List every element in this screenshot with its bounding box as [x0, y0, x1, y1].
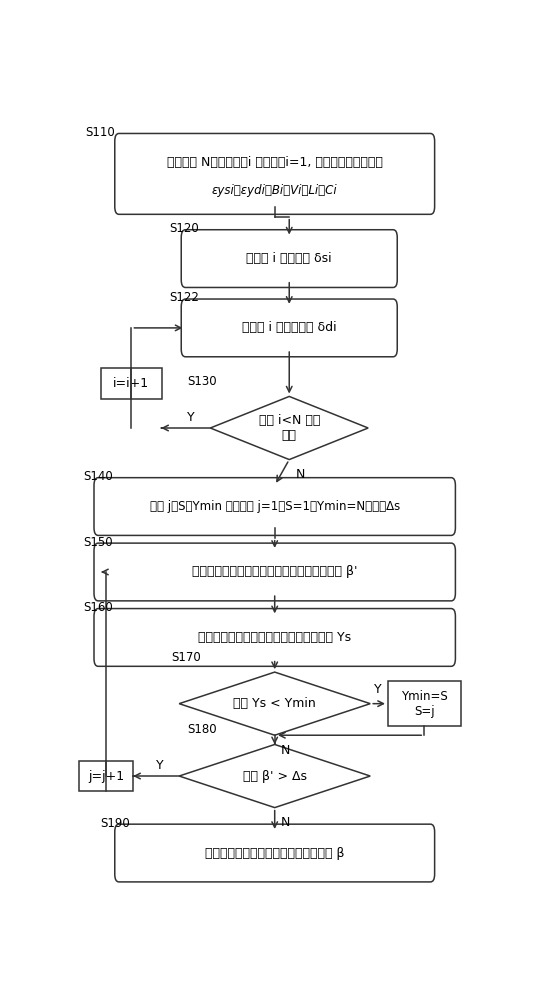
FancyBboxPatch shape: [94, 478, 456, 535]
FancyBboxPatch shape: [181, 230, 397, 287]
Text: S120: S120: [169, 222, 198, 235]
Text: S150: S150: [84, 536, 113, 549]
Polygon shape: [179, 744, 370, 808]
Text: 判断 β' > Δs: 判断 β' > Δs: [243, 770, 307, 783]
Text: Y: Y: [188, 411, 195, 424]
Text: N: N: [295, 468, 305, 481]
Text: j=j+1: j=j+1: [88, 770, 124, 783]
Polygon shape: [179, 672, 370, 735]
Text: 计算第 i 卷产品的 δsi: 计算第 i 卷产品的 δsi: [247, 252, 332, 265]
Text: 计算冷连轧机组的乳化液重力损失系数 β: 计算冷连轧机组的乳化液重力损失系数 β: [205, 847, 345, 860]
Bar: [388, 681, 460, 726]
Text: S130: S130: [188, 375, 217, 388]
Text: i=i+1: i=i+1: [113, 377, 150, 390]
Text: 定义 j、S、Ymin 并初始化 j=1、S=1、Ymin=N，定义Δs: 定义 j、S、Ymin 并初始化 j=1、S=1、Ymin=N，定义Δs: [150, 500, 400, 513]
FancyBboxPatch shape: [181, 299, 397, 357]
Text: 计算第 i 卷产品的及 δdi: 计算第 i 卷产品的及 δdi: [242, 321, 337, 334]
Text: N: N: [281, 816, 291, 829]
FancyBboxPatch shape: [115, 133, 435, 214]
Text: S190: S190: [100, 817, 130, 830]
Text: S122: S122: [169, 291, 199, 304]
Text: S110: S110: [86, 126, 115, 139]
FancyBboxPatch shape: [94, 609, 456, 666]
Text: 判断 Ys < Ymin: 判断 Ys < Ymin: [233, 697, 316, 710]
FancyBboxPatch shape: [115, 824, 435, 882]
Text: S140: S140: [84, 470, 114, 483]
Text: εysi、εydi、Bi、Vi、Li、Ci: εysi、εydi、Bi、Vi、Li、Ci: [212, 184, 338, 197]
Text: Y: Y: [157, 759, 164, 772]
Text: S160: S160: [84, 601, 114, 614]
Polygon shape: [210, 396, 368, 460]
FancyBboxPatch shape: [94, 543, 456, 601]
Text: N: N: [281, 744, 291, 757]
Bar: [101, 368, 161, 399]
Bar: [79, 761, 133, 791]
Text: 判断 i<N 是否
成立: 判断 i<N 是否 成立: [258, 414, 320, 442]
Text: 计算冷连轧机组的乳化液重力损失系数锁定值 β': 计算冷连轧机组的乳化液重力损失系数锁定值 β': [192, 565, 358, 578]
Text: S180: S180: [188, 723, 217, 736]
Text: 建立样本 N，定义参数i 并初始化i=1, 收集现场参数，包括: 建立样本 N，定义参数i 并初始化i=1, 收集现场参数，包括: [167, 156, 383, 169]
Text: Ymin=S
S=j: Ymin=S S=j: [401, 690, 448, 718]
Text: Y: Y: [374, 683, 381, 696]
Text: S170: S170: [171, 651, 200, 664]
Text: 计算上下表面压印率相对系数锁定方差值 Ys: 计算上下表面压印率相对系数锁定方差值 Ys: [198, 631, 351, 644]
